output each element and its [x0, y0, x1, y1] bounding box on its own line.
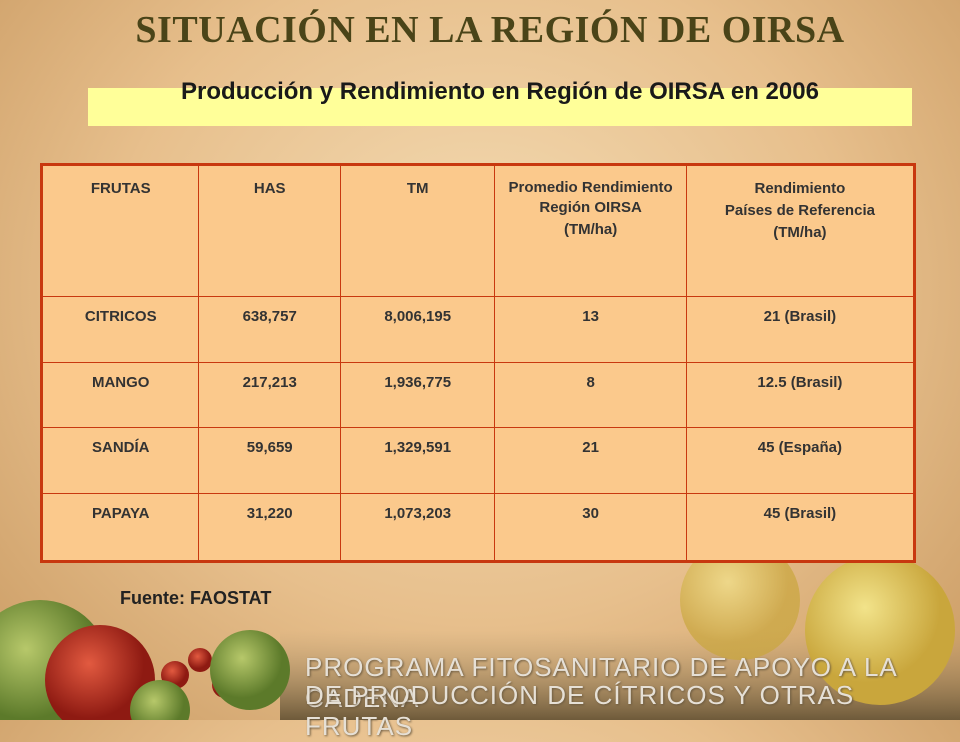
table-cell: 1,073,203: [339, 493, 496, 562]
table-cell: 8,006,195: [339, 296, 496, 363]
table-cell: 1,936,775: [339, 361, 496, 429]
data-table: FRUTAS HAS TM Promedio Rendimiento Región OI…: [40, 163, 916, 563]
header-cell: TM: [339, 164, 496, 297]
header-cell: FRUTAS: [40, 164, 200, 297]
table-row: MANGO 217,213 1,936,775 8 12.5 (Brasil): [40, 361, 916, 429]
header-line: FRUTAS: [90, 180, 151, 197]
table-cell: 21 (Brasil): [685, 296, 916, 363]
table-cell: MANGO: [40, 361, 200, 429]
header-row: FRUTAS HAS TM Promedio Rendimiento Región OI…: [40, 164, 916, 297]
program-name-line: PROGRAMA FITOSANITARIO DE APOYO A LA CAD…: [305, 652, 897, 713]
header-line: TM: [406, 180, 429, 197]
table-cell: 13: [494, 296, 687, 363]
table-cell: 217,213: [198, 361, 341, 429]
table-cell: CITRICOS: [40, 296, 200, 363]
subtitle: Producción y Rendimiento en Región de OI…: [181, 78, 819, 105]
table-cell: 638,757: [198, 296, 341, 363]
header-cell: Promedio Rendimiento Región OIRSA (TM/ha): [494, 164, 687, 297]
table-cell: 59,659: [198, 427, 341, 495]
table-cell: PAPAYA: [40, 493, 200, 562]
table-cell: SANDÍA: [40, 427, 200, 495]
slide-title: SITUACIÓN EN LA REGIÓN DE OIRSA: [135, 9, 845, 51]
header-line: Países de Referencia: [724, 202, 875, 219]
table-cell: 1,329,591: [339, 427, 496, 495]
header-cell: HAS: [198, 164, 341, 297]
program-name-line: DE PRODUCCIÓN DE CÍTRICOS Y OTRAS FRUTAS: [305, 680, 855, 741]
header-line: HAS: [253, 180, 286, 197]
table-cell: 45 (Brasil): [685, 493, 916, 562]
header-cell: Rendimiento Países de Referencia (TM/ha): [685, 164, 916, 297]
table-row: CITRICOS 638,757 8,006,195 13 21 (Brasil): [40, 296, 916, 363]
table-cell: 21: [494, 427, 687, 495]
table-cell: 31,220: [198, 493, 341, 562]
header-line: Rendimiento: [754, 180, 846, 197]
table-cell: 30: [494, 493, 687, 562]
header-line: Promedio Rendimiento: [508, 179, 673, 196]
subtitle-highlight: [88, 88, 912, 126]
source-note: Fuente: FAOSTAT: [120, 588, 272, 608]
table-row: PAPAYA 31,220 1,073,203 30 45 (Brasil): [40, 493, 916, 562]
header-line: (TM/ha): [773, 224, 827, 241]
table-cell: 45 (España): [685, 427, 916, 495]
header-line: Región OIRSA: [539, 199, 642, 216]
header-line: (TM/ha): [563, 221, 618, 238]
table-cell: 8: [494, 361, 687, 429]
table-row: SANDÍA 59,659 1,329,591 21 45 (España): [40, 427, 916, 495]
fruit-decoration: [0, 560, 960, 720]
table-cell: 12.5 (Brasil): [685, 361, 916, 429]
